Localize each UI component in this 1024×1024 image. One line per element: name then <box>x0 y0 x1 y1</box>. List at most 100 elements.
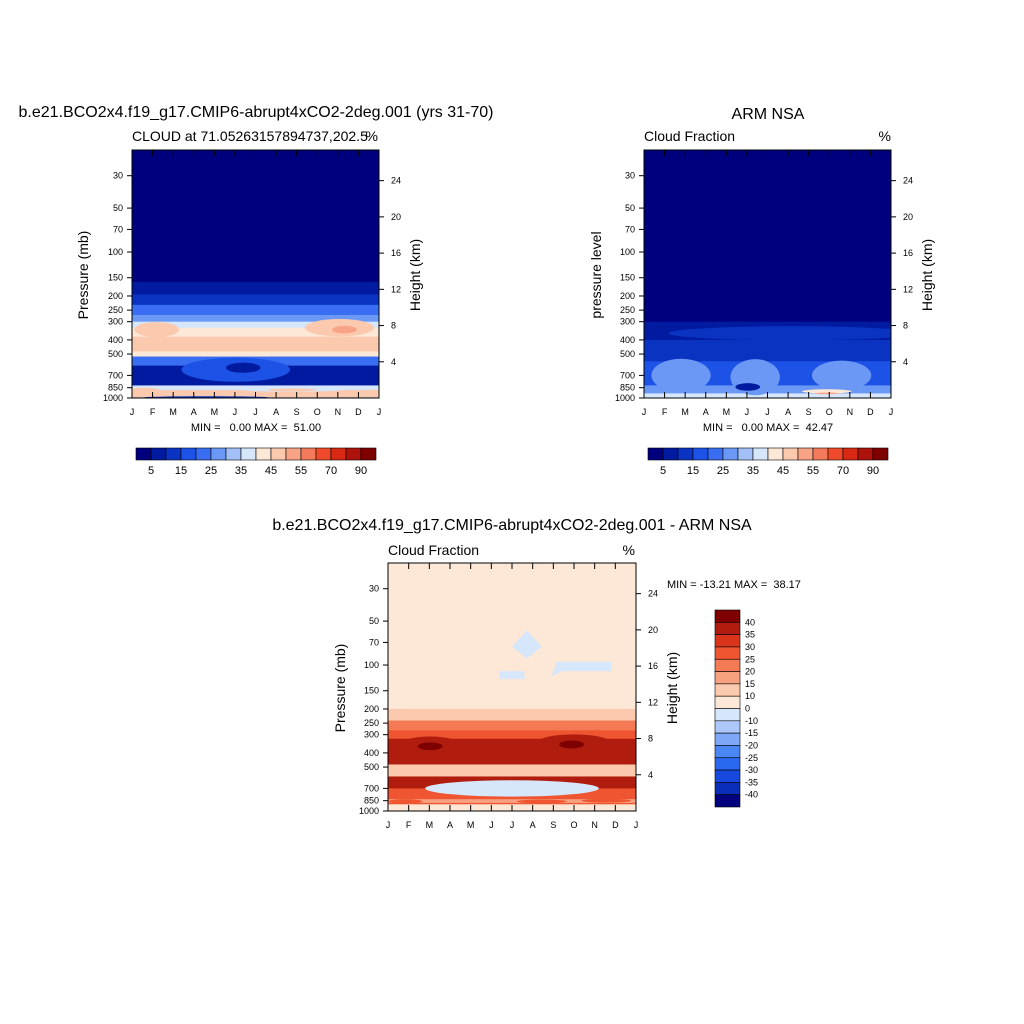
height-tick-label: 24 <box>648 589 658 599</box>
y-tick-label: 1000 <box>359 806 379 816</box>
y-tick-label: 250 <box>108 305 123 315</box>
contour-field <box>388 563 636 811</box>
contour-field <box>644 150 891 398</box>
contour-feature <box>388 799 423 804</box>
contour-feature <box>512 630 542 659</box>
colorbar-swatch <box>714 757 741 771</box>
panel-model-title: b.e21.BCO2x4.f19_g17.CMIP6-abrupt4xCO2-2… <box>19 104 494 121</box>
y-tick-label: 50 <box>625 203 635 213</box>
panel-obs-variable-label: Cloud Fraction <box>644 128 735 144</box>
colorbar-swatch <box>647 447 664 461</box>
panel-model-stats: MIN = 0.00 MAX = 51.00 <box>191 422 321 434</box>
y-tick-label: 400 <box>108 335 123 345</box>
height-tick-label: 4 <box>648 770 653 780</box>
colorbar-label: 5 <box>660 465 666 477</box>
colorbar-swatch <box>165 447 182 461</box>
panel-model-right-ylabel: Height (km) <box>407 239 423 311</box>
height-tick-label: 20 <box>648 625 658 635</box>
colorbar-label: -35 <box>745 777 758 787</box>
x-tick-label: O <box>570 820 577 830</box>
x-tick-label: A <box>191 407 197 417</box>
x-tick-label: J <box>130 407 135 417</box>
x-tick-label: S <box>294 407 300 417</box>
x-tick-label: J <box>745 407 750 417</box>
contour-feature <box>651 358 711 393</box>
y-tick-label: 300 <box>108 317 123 327</box>
panel-model-colorbar: 5 15 25 35 45 55 70 90 <box>135 447 377 477</box>
y-tick-label: 1000 <box>615 393 635 403</box>
y-tick-label: 500 <box>364 762 379 772</box>
contour-band <box>388 799 636 803</box>
colorbar-label: 35 <box>235 465 247 477</box>
contour-feature <box>267 388 318 392</box>
y-tick-label: 50 <box>369 616 379 626</box>
y-tick-label: 700 <box>364 783 379 793</box>
height-tick-label: 16 <box>903 248 913 258</box>
colorbar-swatch <box>330 447 347 461</box>
x-tick-label: D <box>355 407 362 417</box>
colorbar-swatch <box>857 447 874 461</box>
contour-feature <box>499 671 525 680</box>
x-tick-label: N <box>335 407 342 417</box>
x-tick-label: A <box>447 820 453 830</box>
colorbar-swatch <box>195 447 212 461</box>
colorbar-swatch <box>225 447 242 461</box>
colorbar-label: 30 <box>745 642 755 652</box>
height-tick-label: 20 <box>903 212 913 222</box>
y-tick-label: 70 <box>625 224 635 234</box>
colorbar-swatch <box>270 447 287 461</box>
contour-feature <box>134 322 179 338</box>
y-tick-label: 850 <box>364 796 379 806</box>
x-tick-label: J <box>510 820 515 830</box>
y-tick-label: 200 <box>364 704 379 714</box>
panel-obs-title: ARM NSA <box>732 106 805 123</box>
x-tick-label: J <box>253 407 258 417</box>
colorbar-swatch <box>662 447 679 461</box>
height-tick-label: 8 <box>903 321 908 331</box>
colorbar-swatch <box>714 609 741 623</box>
y-tick-label: 500 <box>108 349 123 359</box>
x-tick-label: N <box>847 407 854 417</box>
x-tick-label: S <box>550 820 556 830</box>
x-tick-label: J <box>765 407 770 417</box>
contour-feature <box>814 392 840 395</box>
colorbar-swatch <box>872 447 889 461</box>
colorbar-label: 55 <box>295 465 307 477</box>
y-tick-label: 300 <box>364 730 379 740</box>
x-tick-label: A <box>703 407 709 417</box>
y-tick-label: 500 <box>620 349 635 359</box>
colorbar-swatch <box>752 447 769 461</box>
colorbar-swatch <box>714 732 741 746</box>
panel-diff-title: b.e21.BCO2x4.f19_g17.CMIP6-abrupt4xCO2-2… <box>272 517 752 534</box>
y-tick-label: 70 <box>369 637 379 647</box>
colorbar-label: 90 <box>355 465 367 477</box>
x-tick-label: J <box>489 820 494 830</box>
height-tick-label: 4 <box>391 357 396 367</box>
colorbar-swatch <box>714 708 741 722</box>
contour-feature <box>668 326 891 341</box>
panel-obs-plot: J F M A M J J A S O N D J 30 50 70 100 150 200 250 300 400 500… <box>615 149 913 417</box>
colorbar-label: -10 <box>745 716 758 726</box>
y-tick-label: 30 <box>113 171 123 181</box>
panel-diff-variable-label: Cloud Fraction <box>388 542 479 558</box>
colorbar-swatch <box>714 782 741 795</box>
colorbar-swatch <box>767 447 784 461</box>
contour-feature <box>559 740 584 749</box>
y-tick-label: 700 <box>108 370 123 380</box>
y-tick-label: 30 <box>369 584 379 594</box>
x-tick-label: M <box>211 407 219 417</box>
x-tick-label: D <box>612 820 619 830</box>
x-tick-label: F <box>406 820 412 830</box>
x-tick-label: J <box>642 407 647 417</box>
x-tick-label: S <box>806 407 812 417</box>
colorbar-label: 35 <box>747 465 759 477</box>
colorbar-swatch <box>240 447 257 461</box>
colorbar-swatch <box>315 447 332 461</box>
colorbar-swatch <box>714 695 741 709</box>
colorbar-label: -40 <box>745 790 758 800</box>
colorbar-swatch <box>842 447 859 461</box>
colorbar-swatch <box>782 447 799 461</box>
panel-obs-right-ylabel: Height (km) <box>919 239 935 311</box>
colorbar-swatch <box>827 447 844 461</box>
panel-obs-unit-label: % <box>879 128 891 144</box>
